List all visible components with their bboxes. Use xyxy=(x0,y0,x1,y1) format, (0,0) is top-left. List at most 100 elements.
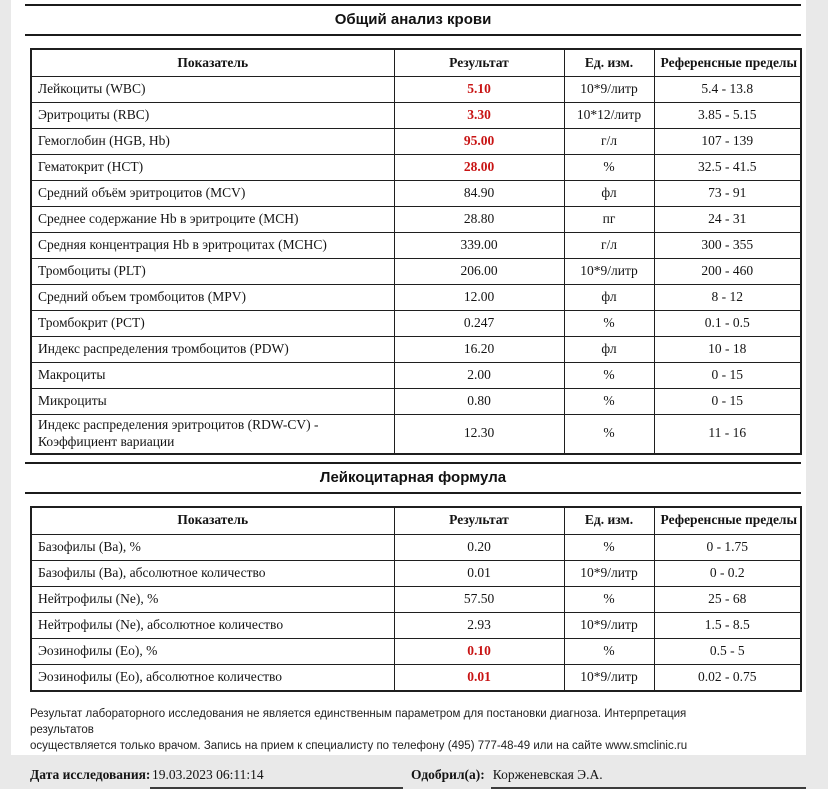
table-row: Гематокрит (HCT) 28.00% 32.5 - 41.5 xyxy=(30,154,802,181)
reference-range-cell: 1.5 - 8.5 xyxy=(653,611,802,639)
result-cell: 0.20 xyxy=(393,533,565,561)
table-row: Эритроциты (RBC) 3.30 10*12/литр 3.85 - 5.1… xyxy=(30,102,802,129)
section-header-cbc: Общий анализ крови xyxy=(25,0,801,36)
unit-cell: 10*12/литр xyxy=(563,102,655,129)
indicator-name-cell: Эритроциты (RBC) xyxy=(30,102,395,129)
disclaimer-line-2: осуществляется только врачом. Запись на … xyxy=(30,739,688,752)
result-cell: 28.00 xyxy=(393,154,565,181)
result-cell: 2.00 xyxy=(393,362,565,389)
page-margin-left xyxy=(0,0,11,755)
table-row: Средняя концентрация Hb в эритроцитах (M… xyxy=(30,232,802,259)
table-row: Базофилы (Ba), абсолютное количество 0.01… xyxy=(30,559,802,587)
result-cell: 2.93 xyxy=(393,611,565,639)
section-rule xyxy=(25,34,801,36)
result-cell: 206.00 xyxy=(393,258,565,285)
disclaimer-line-1: Результат лабораторного исследования не … xyxy=(30,707,687,736)
result-cell: 28.80 xyxy=(393,206,565,233)
result-cell: 84.90 xyxy=(393,180,565,207)
reference-range-cell: 0.1 - 0.5 xyxy=(653,310,802,337)
table-row: Гемоглобин (HGB, Hb) 95.00 г/л 107 - 139 xyxy=(30,128,802,155)
unit-cell: % xyxy=(563,362,655,389)
approved-by-value: Корженевская Э.А. xyxy=(492,767,603,783)
leukocyte-formula-table: Показатель Результат Ед. изм. Референсные п… xyxy=(30,505,802,692)
column-header: Ед. изм. xyxy=(563,506,655,535)
approved-by-field: Корженевская Э.А. xyxy=(490,767,806,789)
indicator-name-cell: Индекс распределения эритроцитов (RDW-CV… xyxy=(30,413,395,455)
unit-cell: % xyxy=(563,388,655,415)
table-row: Эозинофилы (Eo), % 0.10% 0.5 - 5 xyxy=(30,637,802,665)
report-page: Общий анализ крови Показатель Результат Ед… xyxy=(11,0,806,789)
column-header: Референсные пределы xyxy=(653,48,802,77)
reference-range-cell: 10 - 18 xyxy=(653,336,802,363)
lab-report-screen: Общий анализ крови Показатель Результат Ед… xyxy=(0,0,806,789)
reference-range-cell: 32.5 - 41.5 xyxy=(653,154,802,181)
unit-cell: 10*9/литр xyxy=(563,76,655,103)
reference-range-cell: 24 - 31 xyxy=(653,206,802,233)
indicator-name-cell: Базофилы (Ba), абсолютное количество xyxy=(30,559,395,587)
unit-cell: 10*9/литр xyxy=(563,611,655,639)
result-cell: 0.80 xyxy=(393,388,565,415)
unit-cell: фл xyxy=(563,336,655,363)
reference-range-cell: 0 - 1.75 xyxy=(653,533,802,561)
column-header: Результат xyxy=(393,48,565,77)
indicator-name-cell: Среднее содержание Hb в эритроците (MCH) xyxy=(30,206,395,233)
table-row: Индекс распределения тромбоцитов (PDW) 16… xyxy=(30,336,802,363)
study-date-label: Дата исследования: xyxy=(30,767,151,783)
result-cell: 0.247 xyxy=(393,310,565,337)
unit-cell: 10*9/литр xyxy=(563,559,655,587)
indicator-name-cell: Гемоглобин (HGB, Hb) xyxy=(30,128,395,155)
result-cell: 0.10 xyxy=(393,637,565,665)
reference-range-cell: 0.02 - 0.75 xyxy=(653,663,802,692)
table-row: Индекс распределения эритроцитов (RDW-CV… xyxy=(30,413,802,455)
table-row: Средний объём эритроцитов (MCV) 84.90 фл 73… xyxy=(30,180,802,207)
column-header: Показатель xyxy=(30,48,395,77)
result-cell: 5.10 xyxy=(393,76,565,103)
unit-cell: г/л xyxy=(563,128,655,155)
disclaimer-text: Результат лабораторного исследования не … xyxy=(30,706,750,754)
reference-range-cell: 200 - 460 xyxy=(653,258,802,285)
result-cell: 3.30 xyxy=(393,102,565,129)
reference-range-cell: 107 - 139 xyxy=(653,128,802,155)
section-header-leukocyte: Лейкоцитарная формула xyxy=(25,461,801,494)
indicator-name-cell: Нейтрофилы (Ne), абсолютное количество xyxy=(30,611,395,639)
reference-range-cell: 0 - 15 xyxy=(653,388,802,415)
indicator-name-cell: Макроциты xyxy=(30,362,395,389)
unit-cell: пг xyxy=(563,206,655,233)
result-cell: 339.00 xyxy=(393,232,565,259)
study-date-field: 19.03.2023 06:11:14 xyxy=(150,767,403,789)
table-row: Макроциты 2.00% 0 - 15 xyxy=(30,362,802,389)
table-row: Базофилы (Ba), % 0.20% 0 - 1.75 xyxy=(30,533,802,561)
unit-cell: % xyxy=(563,533,655,561)
reference-range-cell: 25 - 68 xyxy=(653,585,802,613)
table-row: Микроциты 0.80% 0 - 15 xyxy=(30,388,802,415)
table-row: Тромбоциты (PLT) 206.00 10*9/литр 200 - 460 xyxy=(30,258,802,285)
indicator-name-cell: Эозинофилы (Eo), абсолютное количество xyxy=(30,663,395,692)
unit-cell: г/л xyxy=(563,232,655,259)
indicator-name-cell: Нейтрофилы (Ne), % xyxy=(30,585,395,613)
indicator-name-cell: Гематокрит (HCT) xyxy=(30,154,395,181)
indicator-name-cell: Микроциты xyxy=(30,388,395,415)
table-row: Нейтрофилы (Ne), % 57.50% 25 - 68 xyxy=(30,585,802,613)
reference-range-cell: 0 - 15 xyxy=(653,362,802,389)
unit-cell: % xyxy=(563,154,655,181)
unit-cell: фл xyxy=(563,180,655,207)
reference-range-cell: 73 - 91 xyxy=(653,180,802,207)
table-header-row: Показатель Результат Ед. изм. Референсные п… xyxy=(30,48,802,77)
indicator-name-cell: Базофилы (Ba), % xyxy=(30,533,395,561)
column-header: Ед. изм. xyxy=(563,48,655,77)
section-title: Общий анализ крови xyxy=(334,11,492,28)
unit-cell: % xyxy=(563,585,655,613)
table-header-row: Показатель Результат Ед. изм. Референсные п… xyxy=(30,506,802,535)
table-row: Средний объем тромбоцитов (MPV) 12.00 фл 8 … xyxy=(30,284,802,311)
indicator-name-cell: Средний объем тромбоцитов (MPV) xyxy=(30,284,395,311)
reference-range-cell: 0.5 - 5 xyxy=(653,637,802,665)
section-rule xyxy=(25,4,801,6)
result-cell: 12.00 xyxy=(393,284,565,311)
reference-range-cell: 5.4 - 13.8 xyxy=(653,76,802,103)
indicator-name-cell: Лейкоциты (WBC) xyxy=(30,76,395,103)
indicator-name-cell: Индекс распределения тромбоцитов (PDW) xyxy=(30,336,395,363)
signature-row: Дата исследования: 19.03.2023 06:11:14 О… xyxy=(30,767,806,789)
table-row: Тромбокрит (PCT) 0.247% 0.1 - 0.5 xyxy=(30,310,802,337)
reference-range-cell: 300 - 355 xyxy=(653,232,802,259)
section-title: Лейкоцитарная формула xyxy=(319,468,507,486)
